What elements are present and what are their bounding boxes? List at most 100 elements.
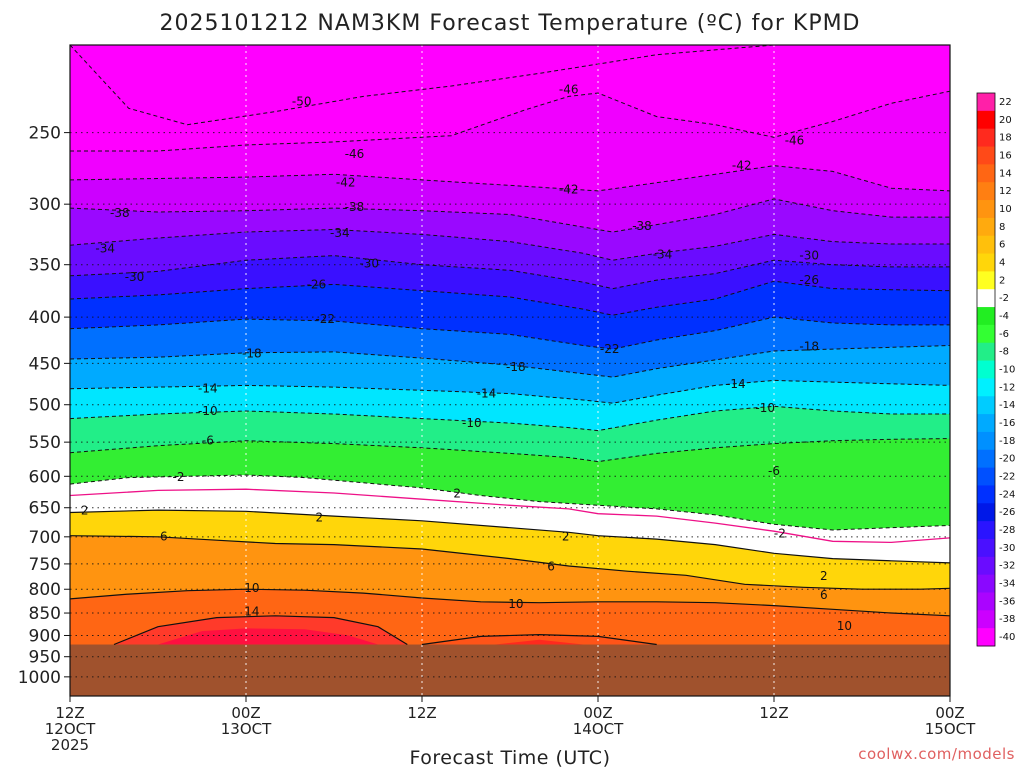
colorbar-label: -18 [999,436,1015,447]
contour-label: 2 [453,487,461,501]
y-tick-label-500: 500 [29,396,61,416]
colorbar-legend: 22 20 18 16 14 12 10 8 6 4 2 -2 -4 -6 -8 -10 -12 -14 -16 -1… [976,92,1015,647]
contour-label: 10 [837,619,852,633]
contour-label: -38 [632,219,652,233]
colorbar-label: -40 [999,632,1015,643]
colorbar-swatch [977,628,995,647]
colorbar-swatch [977,556,995,576]
colorbar-label: 14 [999,168,1012,179]
contour-label: -46 [559,82,579,96]
contour-label: -30 [125,270,145,284]
contour-label: -34 [95,242,115,256]
contour-line-14 [113,615,408,646]
colorbar-label: -38 [999,614,1015,625]
colorbar-swatch [977,164,995,183]
colorbar-label: -2 [999,293,1009,304]
y-tick-label-400: 400 [29,308,61,328]
contour-label: 2 [562,529,570,543]
colorbar-label: 16 [999,150,1012,161]
x-tick-label: 00Z [583,704,612,722]
colorbar-label: 8 [999,222,1005,233]
y-tick-label-900: 900 [29,626,61,646]
contour-label: -26 [307,277,327,291]
colorbar-swatch [977,200,995,219]
colorbar-label: -26 [999,507,1015,518]
x-tick-label: 00Z [935,704,964,722]
contour-label: -34 [330,226,350,240]
contour-label: -42 [559,183,579,197]
x-tick-label: 14OCT [573,720,624,738]
colorbar-swatch [977,431,995,451]
colorbar-swatch [977,467,995,486]
contour-label: -14 [726,377,746,391]
colorbar-swatch [977,235,995,255]
colorbar-swatch [977,128,995,148]
colorbar-label: 4 [999,257,1005,268]
surface-ground [70,644,950,696]
colorbar-swatch [977,289,995,308]
contour-label: -18 [799,339,819,353]
colorbar-swatch [977,360,995,379]
contour-line--22 [70,316,950,350]
temp-band-14b [495,639,584,645]
colorbar-label: 10 [999,204,1012,215]
colorbar-label: -34 [999,579,1015,590]
contour-label: 2 [316,510,324,524]
contour-label: 2 [820,569,828,583]
contour-line--50 [70,45,950,126]
contour-line--14 [70,379,950,404]
y-tick-label-300: 300 [29,195,61,215]
contour-line--38 [70,198,950,233]
colorbar-swatch [977,449,995,469]
colorbar-label: -8 [999,347,1009,358]
contour-lines [70,45,950,646]
contour-line-freezing [70,488,950,544]
y-tick-label-450: 450 [29,354,61,374]
y-tick-label-750: 750 [29,555,61,575]
contour-label: -22 [600,342,620,356]
y-tick-label-650: 650 [29,499,61,519]
credit-link[interactable]: coolwx.com/models [858,745,1015,763]
colorbar-swatch [977,574,995,593]
colorbar-frame [976,92,996,647]
surface-terrain [70,644,950,696]
contour-label: -14 [198,382,218,396]
contour-label: -6 [768,464,780,478]
colorbar-swatch [977,485,995,504]
contour-label: 10 [508,597,523,611]
colorbar-swatch [977,307,995,326]
y-axis: 2503003504004505005506006507007508008509… [18,124,70,688]
contour-label: 10 [244,581,259,595]
contour-label: 6 [820,588,828,602]
contour-label: 2 [81,504,89,518]
colorbar-swatch [977,324,995,344]
plot-area: -50-46-46-46-42 -42-42-38 -38-38-34-34-34-… [70,45,950,696]
colorbar-label: -4 [999,311,1009,322]
contour-label: -2 [774,526,786,540]
colorbar-label: -6 [999,329,1009,340]
y-tick-label-800: 800 [29,580,61,600]
chart-title: 2025101212 NAM3KM Forecast Temperature (… [159,11,860,36]
colorbar-label: -32 [999,561,1015,572]
contour-labels: -50-46-46-46-42 -42-42-38 -38-38-34-34-34-… [81,82,852,633]
contour-line--30 [70,255,950,290]
contour-line--10 [70,405,950,432]
colorbar-swatch [977,146,995,165]
x-tick-label: 12Z [759,704,788,722]
contour-line-10 [70,588,950,617]
y-tick-label-550: 550 [29,433,61,453]
contour-label: -42 [336,176,356,190]
contour-label: -22 [315,312,335,326]
contour-line-10-b [421,633,657,646]
contour-line--34 [70,228,950,261]
colorbar-label: -30 [999,543,1015,554]
x-axis-label: Forecast Time (UTC) [410,747,611,768]
contour-line--46 [70,90,950,152]
colorbar-label: 22 [999,97,1012,108]
contour-label: 14 [244,605,259,619]
colorbar-swatch [977,110,995,130]
y-tick-label-1000: 1000 [18,668,61,688]
colorbar-label: -24 [999,489,1015,500]
x-tick-label: 12OCT [45,720,96,738]
colorbar-swatch [977,610,995,629]
